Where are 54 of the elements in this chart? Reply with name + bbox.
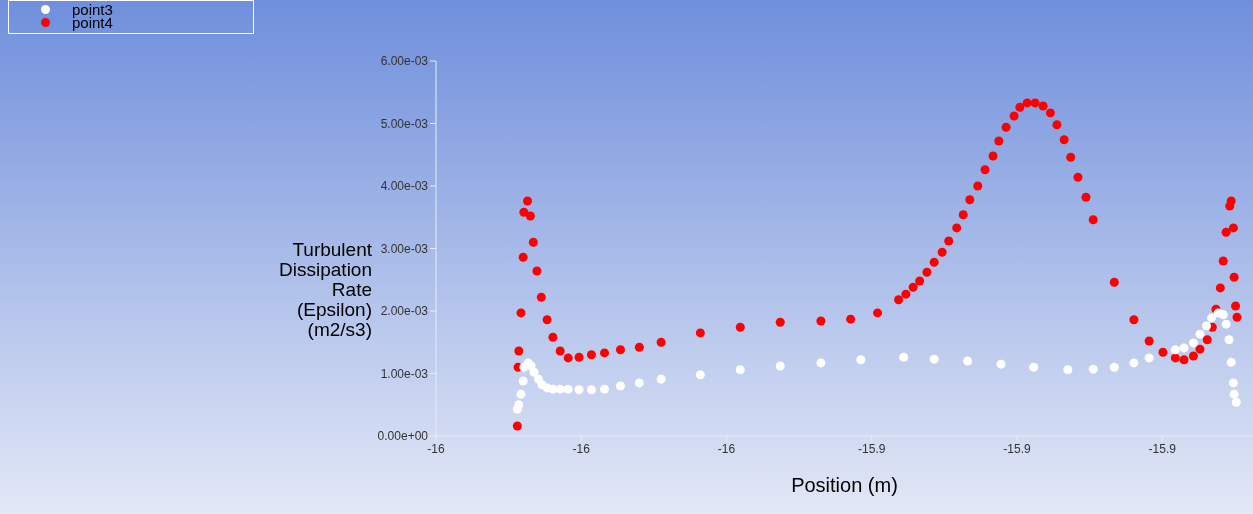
x-tick-label: -16 <box>427 441 445 456</box>
point <box>1207 313 1217 323</box>
point <box>518 376 528 386</box>
point <box>1226 357 1236 367</box>
point <box>963 356 973 366</box>
point <box>599 384 609 394</box>
x-tick-label: -15.9 <box>1148 441 1177 456</box>
y-tick-label: 2.00e-03 <box>380 304 429 319</box>
point <box>1063 365 1073 375</box>
point <box>1088 364 1098 374</box>
point <box>695 370 705 380</box>
point <box>1129 358 1139 368</box>
point <box>529 367 539 377</box>
point <box>1221 319 1231 329</box>
point <box>615 381 625 391</box>
point <box>656 374 666 384</box>
point <box>1231 397 1241 407</box>
point <box>634 378 644 388</box>
x-axis-title: Position (m) <box>791 474 898 496</box>
point <box>816 358 826 368</box>
x-tick-label: -15.9 <box>1003 441 1031 456</box>
y-tick-label: 3.00e-03 <box>380 241 429 256</box>
point <box>1228 378 1238 388</box>
point <box>1109 362 1119 372</box>
point <box>1144 353 1154 363</box>
point <box>555 384 565 394</box>
y-tick-label: 5.00e-03 <box>380 116 429 131</box>
x-tick-label: -16 <box>717 441 736 456</box>
point <box>1170 345 1180 355</box>
point <box>1179 343 1189 353</box>
y-axis-title: Turbulent Dissipation Rate (Epsilon) (m2/s3) <box>279 238 373 340</box>
point <box>899 352 909 362</box>
point <box>1229 389 1239 399</box>
point <box>1202 321 1212 331</box>
point <box>1188 338 1198 348</box>
point <box>1218 310 1228 320</box>
y-tick-label: 1.00e-03 <box>380 366 429 381</box>
x-tick-label: -16 <box>572 441 591 456</box>
point <box>775 361 785 371</box>
point <box>1029 362 1039 372</box>
point <box>563 384 573 394</box>
y-tick-label: 6.00e-03 <box>380 54 429 69</box>
point <box>856 355 866 365</box>
point <box>516 389 526 399</box>
x-tick-label: -15.9 <box>858 441 886 456</box>
y-tick-label: 4.00e-03 <box>380 179 429 194</box>
y-tick-label: 0.00e+00 <box>377 429 429 444</box>
point <box>735 365 745 375</box>
point <box>1195 329 1205 339</box>
point <box>586 385 596 395</box>
point <box>1224 335 1234 345</box>
point <box>574 385 584 395</box>
point <box>929 354 939 364</box>
point <box>996 359 1006 369</box>
